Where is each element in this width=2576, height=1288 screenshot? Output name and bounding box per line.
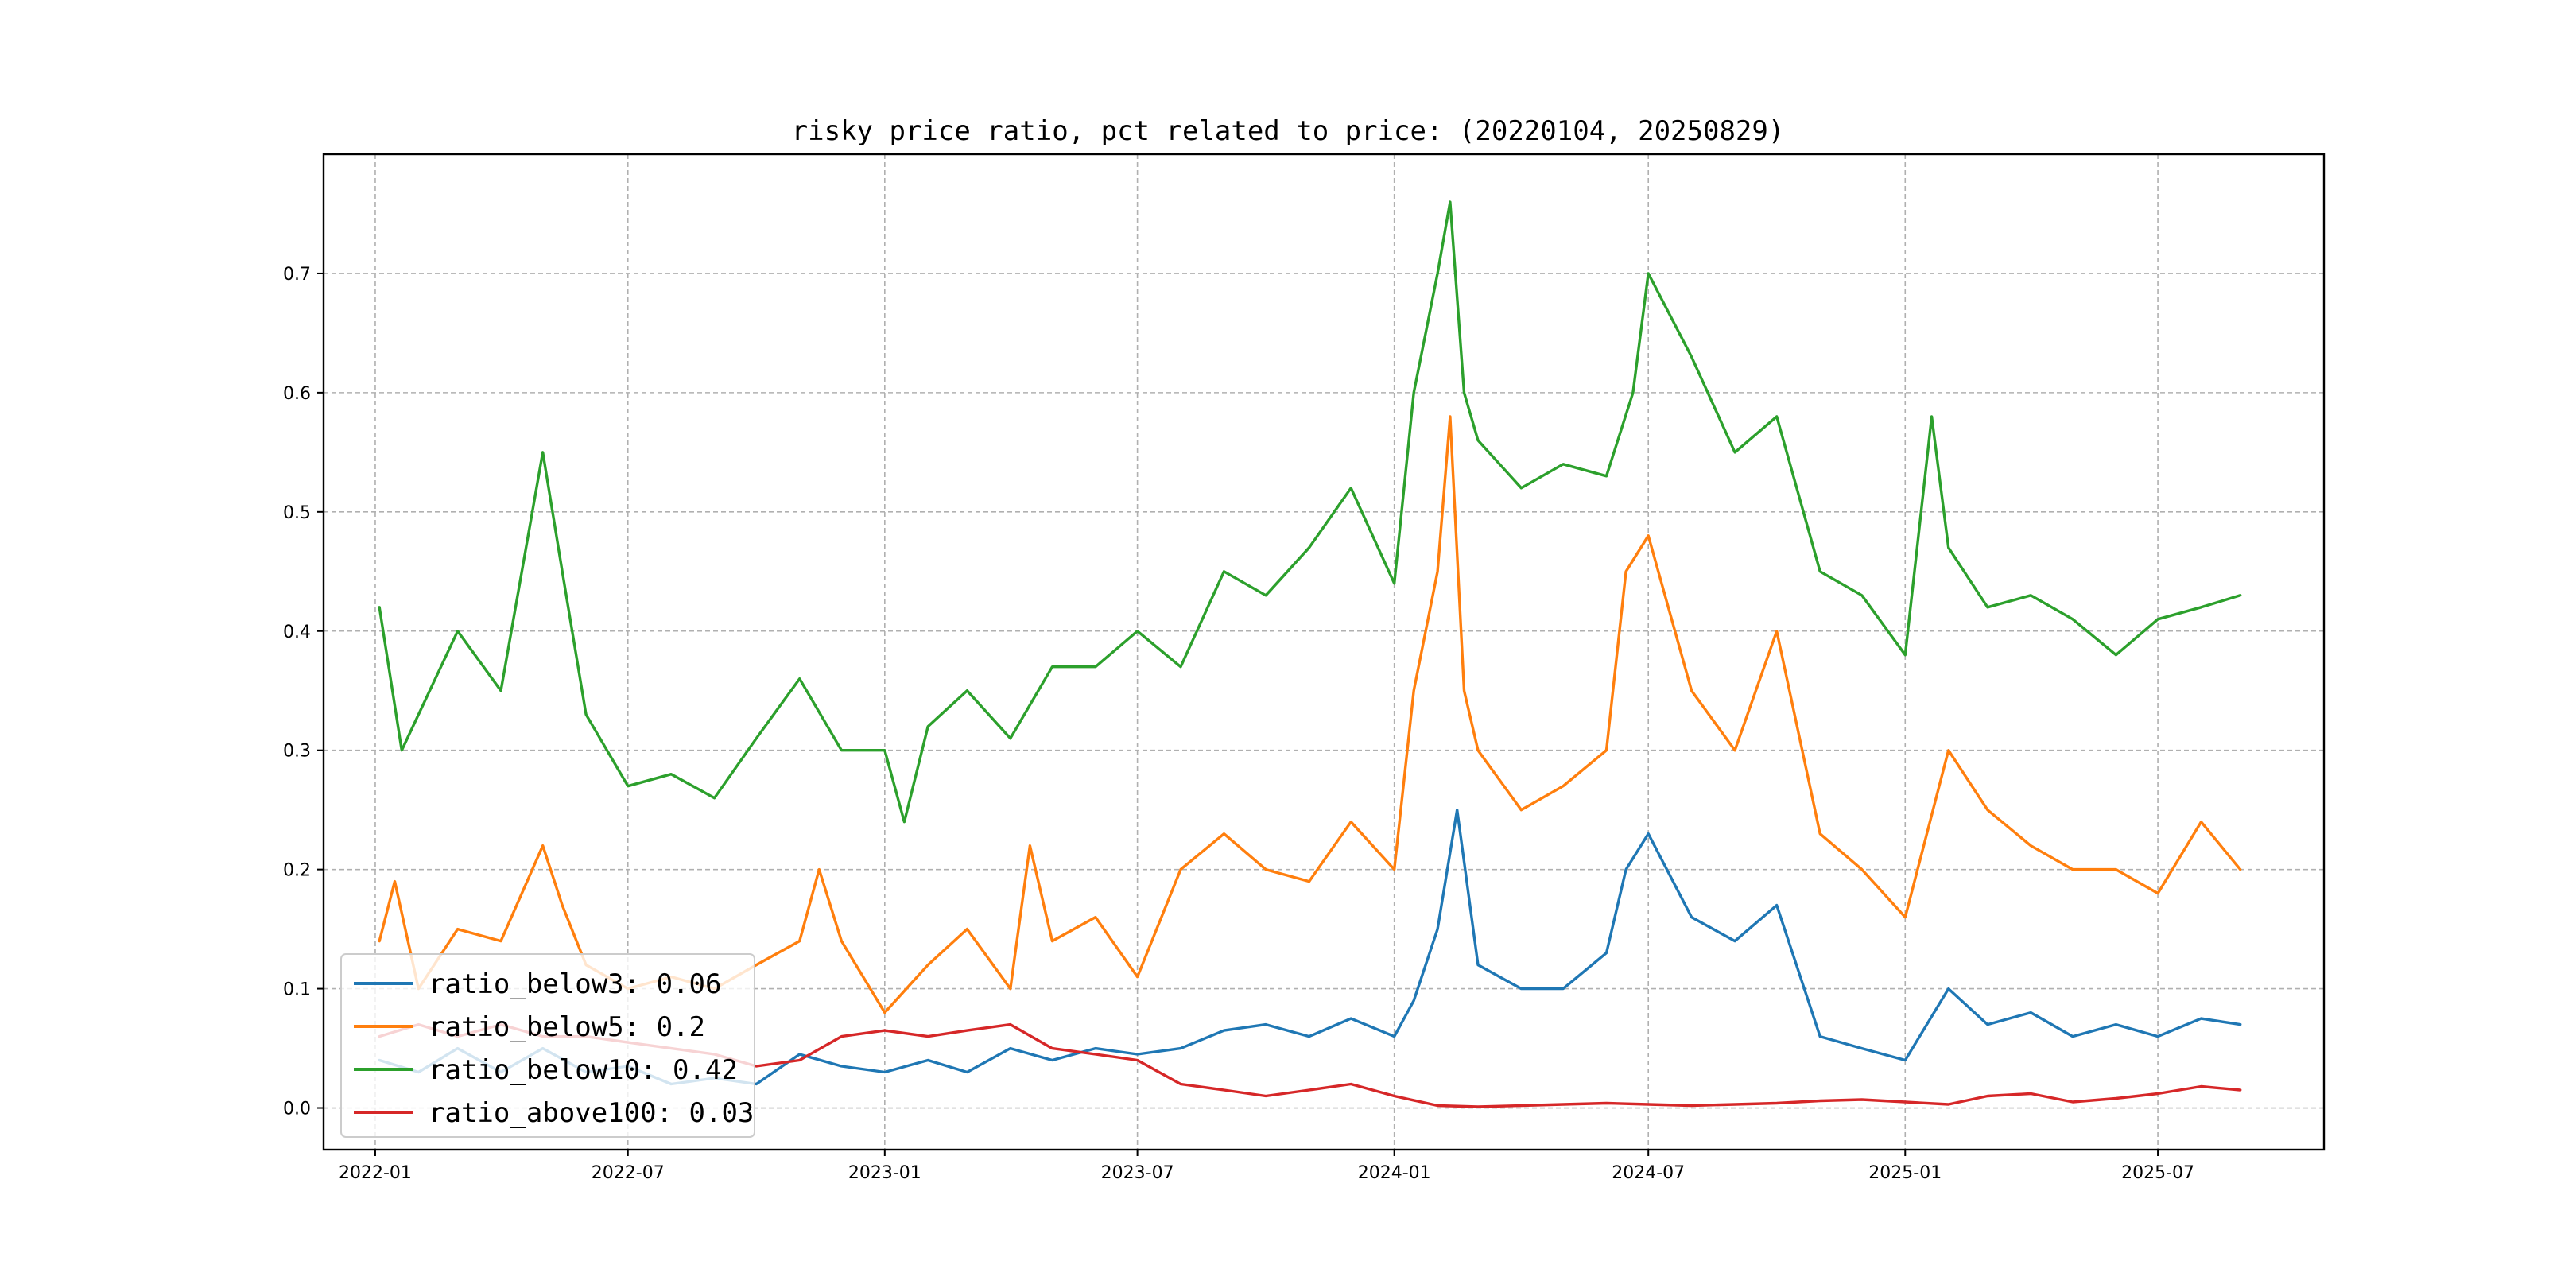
y-tick-label: 0.2 (283, 861, 311, 881)
axes-frame (322, 153, 2326, 1151)
legend-label-ratio-below10: ratio_below10: 0.42 (429, 1054, 738, 1086)
y-tick-label: 0.4 (283, 623, 311, 642)
x-tick-label: 2024-01 (1358, 1163, 1431, 1183)
legend-box (340, 953, 755, 1138)
x-tick-label: 2024-07 (1612, 1163, 1685, 1183)
y-tick-label: 0.7 (283, 265, 311, 285)
y-tick-label: 0.6 (283, 384, 311, 404)
series-line-ratio-below10 (378, 200, 2242, 824)
x-tick-label: 2022-01 (339, 1163, 412, 1183)
legend-label-ratio-below5: ratio_below5: 0.2 (429, 1011, 705, 1043)
x-tick-label: 2025-01 (1868, 1163, 1942, 1183)
y-tick-label: 0.0 (283, 1100, 311, 1119)
x-tick-label: 2023-01 (848, 1163, 921, 1183)
x-axis: 2022-01 2022-07 2023-01 2023-07 2024-01 2024-… (339, 1150, 2194, 1183)
legend: ratio_below3: 0.06 ratio_below5: 0.2 ratio… (340, 953, 755, 1138)
x-tick-label: 2025-07 (2121, 1163, 2194, 1183)
chart-title: risky price ratio, pct related to price:… (792, 115, 1785, 147)
y-tick-label: 0.1 (283, 980, 311, 1000)
y-tick-label: 0.3 (283, 742, 311, 762)
x-tick-label: 2022-07 (592, 1163, 665, 1183)
x-tick-label: 2023-07 (1101, 1163, 1174, 1183)
legend-label-ratio-above100: ratio_above100: 0.03 (429, 1097, 754, 1129)
y-tick-label: 0.5 (283, 503, 311, 523)
legend-label-ratio-below3: ratio_below3: 0.06 (429, 968, 721, 1000)
y-axis: 0.0 0.1 0.2 0.3 0.4 0.5 0.6 0.7 (283, 265, 324, 1119)
